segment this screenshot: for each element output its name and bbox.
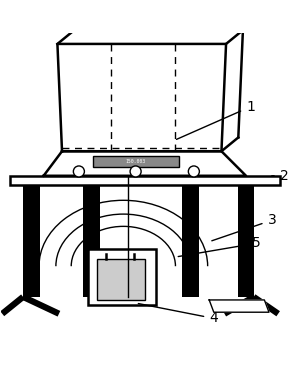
Bar [93,156,179,167]
Bar [88,250,156,304]
Circle shape [130,166,141,177]
Bar [182,185,199,297]
Text: 1: 1 [176,100,255,140]
Text: 4: 4 [138,304,218,325]
Text: 5: 5 [178,236,261,257]
Text: 2: 2 [272,169,289,183]
Bar [83,185,99,297]
Polygon shape [44,151,246,176]
Text: 3: 3 [212,213,276,241]
Circle shape [188,166,199,177]
Text: 150.003: 150.003 [126,159,146,164]
Polygon shape [209,300,269,312]
Polygon shape [57,44,226,151]
Bar [10,176,280,185]
Bar [23,185,40,297]
Bar [237,185,254,297]
Circle shape [73,166,84,177]
Bar [97,258,145,300]
